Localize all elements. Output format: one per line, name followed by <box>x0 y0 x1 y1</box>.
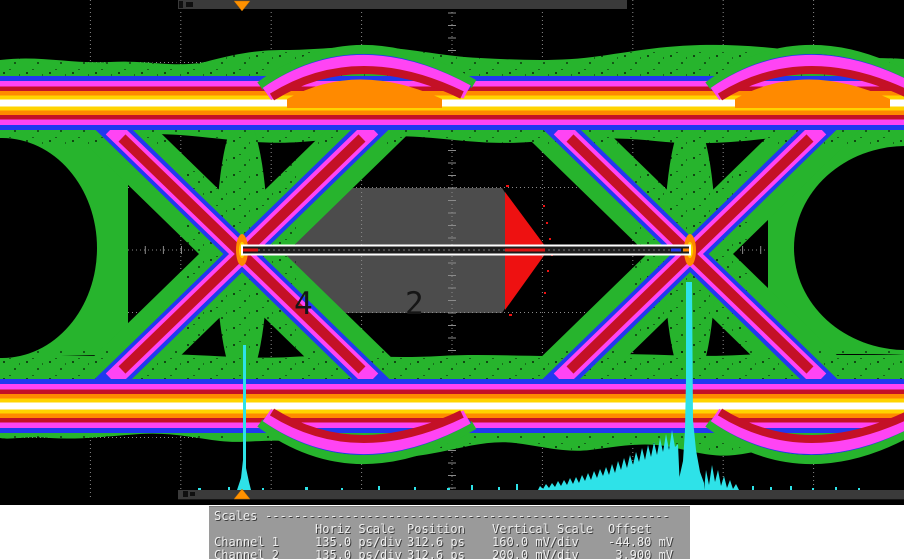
channel-2-horiz-scale: 135.0 ps/div <box>315 548 402 559</box>
channel-1-vertical-scale: 160.0 mV/div <box>492 535 579 549</box>
header-horiz-scale: Horiz Scale <box>315 522 394 536</box>
channel-2-label: Channel 2 <box>214 548 279 559</box>
eye-width-cursor-bar[interactable] <box>242 246 690 255</box>
channel-1-horiz-scale: 135.0 ps/div <box>315 535 402 549</box>
bottom-annotation-bar <box>178 490 904 499</box>
channel-2-row: Channel 2 135.0 ps/div 312.6 ps 200.0 mV… <box>209 548 690 559</box>
header-position: Position <box>407 522 465 536</box>
channel-2-position: 312.6 ps <box>407 548 465 559</box>
scales-header-row: Horiz Scale Position Vertical Scale Offs… <box>209 522 690 535</box>
channel-1-row: Channel 1 135.0 ps/div 312.6 ps 160.0 mV… <box>209 535 690 548</box>
mask-region-label-4: 4 <box>294 286 313 322</box>
mask-region-label-2: 2 <box>405 286 424 322</box>
header-vertical-scale: Vertical Scale <box>492 522 593 536</box>
channel-1-label: Channel 1 <box>214 535 279 549</box>
top-bar-glyph-icon <box>179 1 193 8</box>
channel-2-vertical-scale: 200.0 mV/div <box>492 548 579 559</box>
lower-margin: Scales ---------------------------------… <box>0 500 904 559</box>
channel-2-offset: 3.900 mV <box>608 548 673 559</box>
channel-1-position: 312.6 ps <box>407 535 465 549</box>
channel-1-offset: -44.80 mV <box>608 535 673 549</box>
eye-diagram-display: 4 2 <box>0 0 904 500</box>
scales-panel: Scales ---------------------------------… <box>209 506 690 559</box>
oscilloscope-screen: 4 2 Scales --------------------------- <box>0 0 904 559</box>
scales-panel-title-row: Scales ---------------------------------… <box>209 509 690 522</box>
scales-panel-rule: ----------------------------------------… <box>265 509 670 523</box>
header-offset: Offset <box>608 522 651 536</box>
scales-panel-title: Scales <box>214 509 257 523</box>
